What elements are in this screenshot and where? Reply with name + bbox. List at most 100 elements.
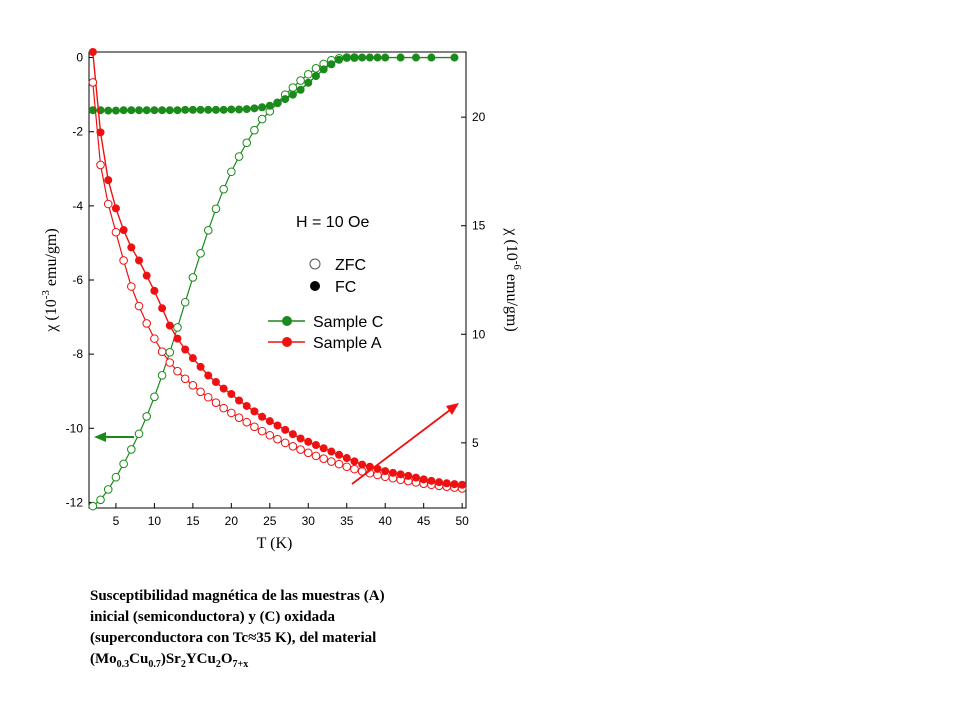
sample-c-zfc-point [296, 76, 305, 85]
caption-line-2: inicial (semiconductora) y (C) oxidada [90, 609, 335, 625]
sample-c-fc-point [127, 106, 136, 115]
sample-c-fc-point [288, 90, 297, 99]
sample-c-fc-point [335, 55, 344, 64]
sample-a-fc-point [181, 345, 190, 354]
sample-a-zfc-point [88, 78, 98, 87]
sample-a-fc-point [250, 407, 259, 416]
sample-c-zfc-point [257, 114, 267, 124]
formula-sub: 2 [180, 659, 186, 670]
sample-c-fc-point [181, 105, 190, 114]
y-left-tick-label: -8 [72, 347, 83, 361]
sample-a-zfc-point [111, 227, 121, 237]
label-unit: emu/gm) [503, 270, 520, 332]
sample-a-fc-point [350, 457, 359, 466]
sample-a-zfc-point [150, 334, 159, 343]
formula-sub: 0.7 [148, 659, 161, 670]
caption-formula: (Mo0.3Cu0.7)Sr2YCu2O7+x [90, 649, 490, 675]
sample-a-fc-point [111, 204, 120, 213]
sample-c-fc-point [135, 106, 144, 115]
sample-c-fc-point [235, 105, 244, 114]
sample-a-zfc-point [103, 199, 113, 209]
x-tick-label: 45 [417, 514, 431, 528]
sample-a-fc-point [273, 421, 282, 430]
sample-c-zfc-point [96, 495, 105, 505]
sample-a-fc-point [135, 256, 144, 265]
sample-c-fc-point [111, 106, 120, 115]
sample-a-zfc-point [219, 403, 228, 413]
sample-a-zfc-point [165, 358, 175, 367]
fc-legend-marker [310, 281, 320, 291]
x-tick-label: 25 [263, 514, 277, 528]
sample-c-zfc-point [142, 412, 152, 421]
sample-c-zfc-point [188, 273, 198, 282]
sample-c-fc-point [273, 98, 282, 107]
fc-legend-label: FC [335, 279, 356, 296]
susceptibility-chart: 5 10 15 20 25 30 35 40 45 50 0 -2 -4 -6 -8 -10 -12 5 10 15 2… [40, 48, 523, 552]
zfc-legend-marker [309, 258, 321, 270]
sample-a-zfc-point [319, 454, 328, 464]
sample-c-fc-point [227, 105, 236, 114]
sample-a-zfc-point [173, 366, 182, 376]
y-right-tick-label: 20 [472, 110, 486, 124]
y-right-axis-label: χ (10-6 emu/gm) [503, 227, 523, 331]
sample-c-fc-point [319, 65, 328, 74]
sample-c-zfc-point [165, 347, 175, 357]
sample-c-fc-point [265, 101, 274, 110]
sample-c-legend-marker [282, 316, 292, 326]
sample-c-fc-point [342, 53, 351, 62]
formula-part: YCu [185, 651, 216, 667]
sample-a-zfc-point [211, 398, 221, 407]
field-annotation: H = 10 Oe [296, 214, 369, 231]
sample-a-zfc-point [134, 301, 144, 311]
sample-a-fc-point [342, 454, 351, 463]
sample-a-zfc-point [257, 426, 267, 436]
sample-a-fc-point [96, 128, 105, 137]
sample-a-fc-point [88, 48, 97, 56]
sample-a-fc-point [204, 371, 213, 380]
sample-a-zfc-point [127, 282, 136, 291]
sample-a-fc-point [235, 396, 244, 405]
sample-a-fc-point [381, 467, 390, 476]
sample-c-fc-point [204, 105, 213, 114]
sample-a-zfc-point [273, 434, 282, 444]
sample-c-fc-point [281, 95, 290, 104]
sample-c-fc-point [188, 105, 197, 114]
left-axis-arrow-head [94, 432, 106, 442]
sample-a-fc-point [288, 430, 297, 439]
sample-a-zfc-point [342, 462, 352, 472]
sample-c-zfc-point [150, 392, 159, 402]
sample-c-zfc-point [234, 152, 244, 161]
y-left-label-text: χ (10-3 emu/gm) [40, 228, 60, 332]
sample-a-zfc-point [296, 445, 305, 454]
sample-a-zfc-point [157, 347, 167, 356]
sample-c-fc-point [242, 105, 251, 114]
sample-a-fc-point [165, 321, 174, 330]
sample-c-legend-label: Sample C [313, 314, 383, 331]
sample-a-fc-point [327, 447, 336, 456]
sample-a-fc-point [158, 304, 167, 313]
sample-a-fc-point [396, 470, 405, 479]
sample-c-zfc-point [303, 69, 313, 79]
sample-c-fc-point [258, 103, 267, 112]
sample-a-fc-point [142, 271, 151, 280]
x-tick-label: 5 [113, 514, 120, 528]
sample-a-zfc-point [242, 417, 252, 427]
sample-a-fc-point [296, 434, 305, 443]
sample-a-fc-point [281, 425, 290, 434]
sample-c-zfc-point [88, 501, 98, 511]
sample-a-fc-point [458, 480, 467, 489]
formula-sub: 0.3 [116, 659, 130, 670]
sample-a-legend-marker [282, 337, 292, 347]
sample-a-zfc-point [203, 392, 213, 402]
sample-c-fc-point [450, 53, 459, 62]
x-tick-label: 50 [455, 514, 469, 528]
sample-c-fc-point [173, 106, 182, 115]
sample-c-fc-point [165, 106, 174, 115]
sample-c-zfc-point [119, 459, 128, 469]
sample-c-fc-point [411, 53, 420, 62]
label-exponent: -3 [40, 290, 52, 300]
formula-part: O [220, 651, 233, 667]
label-main: χ (10 [503, 227, 520, 260]
sample-a-fc-point [150, 286, 159, 295]
sample-c-zfc-point [173, 323, 182, 332]
